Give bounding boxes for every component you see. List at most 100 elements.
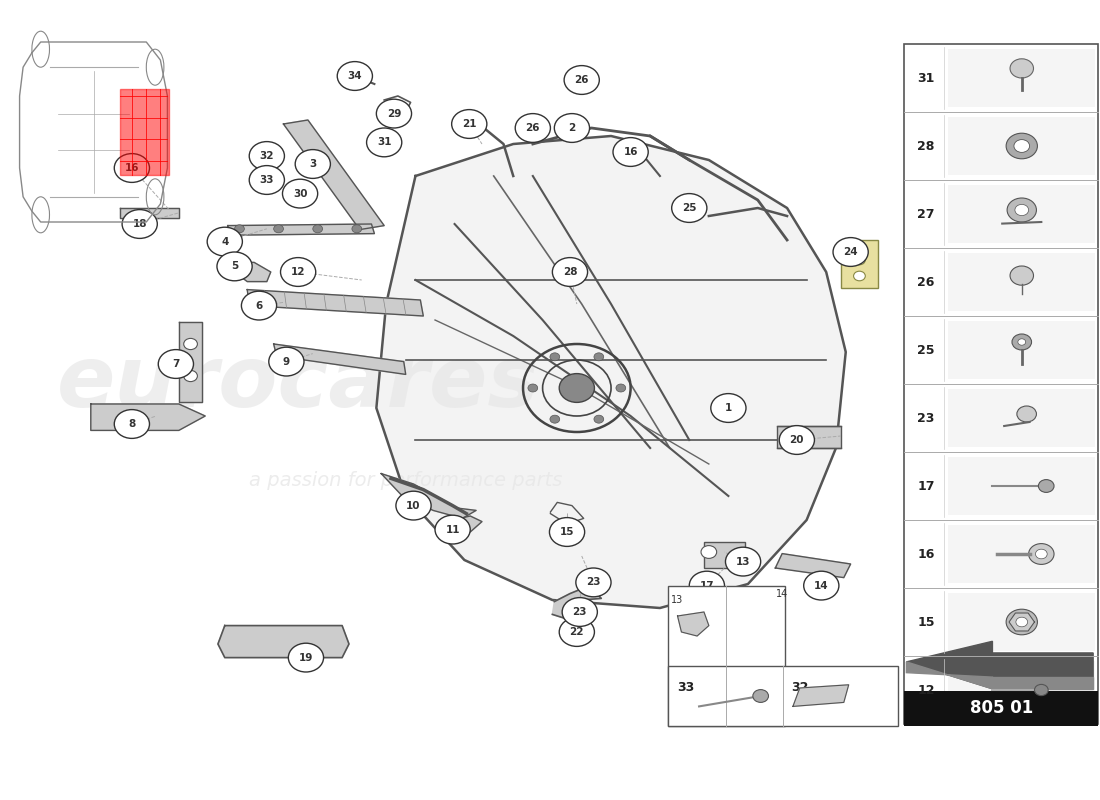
Text: 10: 10 bbox=[406, 501, 421, 510]
Circle shape bbox=[550, 353, 560, 361]
Circle shape bbox=[690, 643, 725, 672]
Polygon shape bbox=[678, 612, 708, 636]
Polygon shape bbox=[228, 224, 374, 235]
Circle shape bbox=[184, 338, 197, 350]
FancyBboxPatch shape bbox=[948, 594, 1096, 650]
Circle shape bbox=[672, 194, 707, 222]
Text: 34: 34 bbox=[348, 71, 362, 81]
Circle shape bbox=[338, 62, 373, 90]
Text: 32: 32 bbox=[792, 681, 808, 694]
Text: 15: 15 bbox=[917, 615, 935, 629]
Text: 13: 13 bbox=[671, 595, 684, 605]
Text: 32: 32 bbox=[260, 151, 274, 161]
Text: 27: 27 bbox=[716, 677, 730, 686]
Circle shape bbox=[1010, 58, 1034, 78]
Circle shape bbox=[594, 353, 604, 361]
Text: 21: 21 bbox=[462, 119, 476, 129]
Circle shape bbox=[114, 154, 150, 182]
Circle shape bbox=[376, 99, 411, 128]
Text: 6: 6 bbox=[255, 301, 263, 310]
Circle shape bbox=[779, 426, 814, 454]
Circle shape bbox=[396, 491, 431, 520]
Circle shape bbox=[434, 515, 470, 544]
Circle shape bbox=[1006, 610, 1037, 635]
Text: eurocares: eurocares bbox=[57, 342, 539, 426]
Circle shape bbox=[283, 179, 318, 208]
Text: 16: 16 bbox=[124, 163, 139, 173]
Circle shape bbox=[241, 291, 276, 320]
Text: 1: 1 bbox=[725, 403, 732, 413]
Text: 26: 26 bbox=[526, 123, 540, 133]
Circle shape bbox=[274, 225, 284, 233]
Text: 31: 31 bbox=[377, 138, 392, 147]
Circle shape bbox=[552, 258, 587, 286]
Text: 12: 12 bbox=[290, 267, 306, 277]
Text: 28: 28 bbox=[563, 267, 578, 277]
Circle shape bbox=[701, 546, 717, 558]
Circle shape bbox=[280, 258, 316, 286]
Circle shape bbox=[250, 166, 285, 194]
Circle shape bbox=[250, 142, 285, 170]
Circle shape bbox=[528, 384, 538, 392]
Circle shape bbox=[452, 110, 487, 138]
Polygon shape bbox=[992, 677, 1093, 689]
Circle shape bbox=[1016, 617, 1027, 627]
Circle shape bbox=[1018, 339, 1025, 346]
Polygon shape bbox=[120, 89, 169, 175]
Circle shape bbox=[703, 627, 738, 656]
Text: 805 01: 805 01 bbox=[969, 699, 1033, 718]
Circle shape bbox=[217, 252, 252, 281]
Circle shape bbox=[613, 138, 648, 166]
Circle shape bbox=[854, 255, 866, 265]
Text: 17: 17 bbox=[917, 479, 935, 493]
Text: 3: 3 bbox=[309, 159, 317, 169]
Text: 27: 27 bbox=[917, 207, 935, 221]
Circle shape bbox=[564, 66, 600, 94]
Text: a passion for performance parts: a passion for performance parts bbox=[249, 470, 562, 490]
Text: 8: 8 bbox=[129, 419, 135, 429]
Polygon shape bbox=[376, 136, 846, 608]
Polygon shape bbox=[234, 262, 271, 282]
Circle shape bbox=[575, 568, 612, 597]
Circle shape bbox=[804, 571, 839, 600]
FancyBboxPatch shape bbox=[948, 254, 1096, 310]
FancyBboxPatch shape bbox=[948, 322, 1096, 378]
Text: 23: 23 bbox=[572, 607, 587, 617]
Polygon shape bbox=[91, 404, 206, 430]
FancyBboxPatch shape bbox=[704, 542, 745, 568]
Text: 26: 26 bbox=[917, 275, 935, 289]
Text: 16: 16 bbox=[624, 147, 638, 157]
Circle shape bbox=[690, 571, 725, 600]
Circle shape bbox=[114, 410, 150, 438]
Text: 26: 26 bbox=[574, 75, 589, 85]
Text: 14: 14 bbox=[814, 581, 828, 590]
Circle shape bbox=[833, 238, 868, 266]
Circle shape bbox=[562, 598, 597, 626]
Circle shape bbox=[122, 210, 157, 238]
Text: 31: 31 bbox=[917, 71, 935, 85]
Circle shape bbox=[234, 225, 244, 233]
Text: 27: 27 bbox=[713, 637, 728, 646]
Circle shape bbox=[1035, 549, 1047, 558]
Circle shape bbox=[352, 225, 362, 233]
Text: 15: 15 bbox=[560, 527, 574, 537]
Text: 14: 14 bbox=[777, 589, 789, 598]
Text: 11: 11 bbox=[446, 525, 460, 534]
Circle shape bbox=[594, 415, 604, 423]
Text: 2: 2 bbox=[569, 123, 575, 133]
FancyBboxPatch shape bbox=[948, 526, 1096, 582]
Circle shape bbox=[854, 271, 866, 281]
Polygon shape bbox=[284, 120, 384, 230]
Circle shape bbox=[207, 227, 242, 256]
Polygon shape bbox=[1009, 613, 1034, 631]
Polygon shape bbox=[906, 642, 1093, 689]
Text: 5: 5 bbox=[231, 262, 239, 271]
Text: 20: 20 bbox=[790, 435, 804, 445]
Text: 17: 17 bbox=[700, 581, 714, 590]
Text: 25: 25 bbox=[682, 203, 696, 213]
Polygon shape bbox=[339, 66, 369, 84]
Circle shape bbox=[312, 225, 322, 233]
FancyBboxPatch shape bbox=[948, 118, 1096, 174]
Text: 4: 4 bbox=[221, 237, 229, 246]
Circle shape bbox=[184, 370, 197, 382]
